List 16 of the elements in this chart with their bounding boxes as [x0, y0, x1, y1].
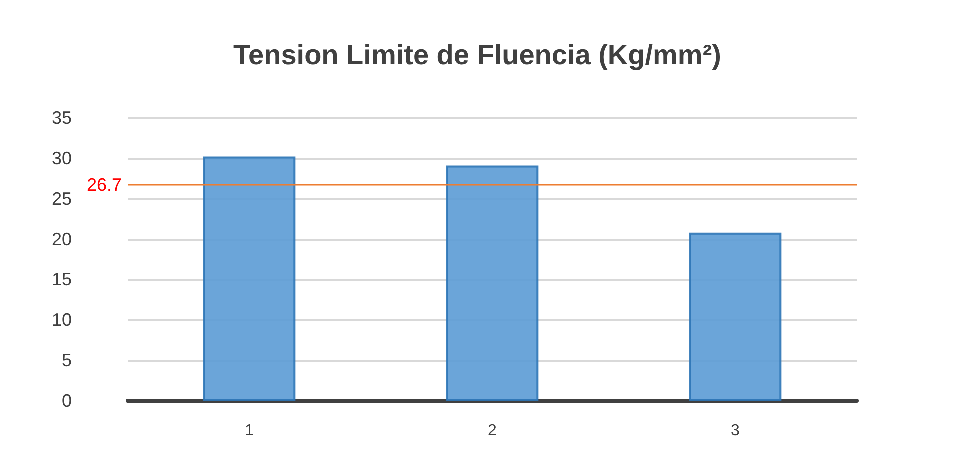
bar: [446, 166, 539, 401]
bar: [203, 156, 296, 401]
y-tick-label: 5: [62, 350, 72, 371]
ref-line-label: 26.7: [86, 175, 122, 196]
y-tick-label: 0: [62, 391, 72, 411]
y-tick-label: 20: [52, 229, 72, 250]
y-tick-label: 30: [52, 148, 72, 168]
y-tick-label: 15: [52, 270, 72, 290]
bar: [689, 232, 782, 401]
x-tick-label: 3: [731, 422, 740, 440]
y-tick-label: 35: [52, 108, 72, 128]
x-tick-label: 2: [488, 422, 498, 440]
x-tick-label: 1: [245, 422, 254, 440]
y-tick-label: 25: [52, 188, 72, 209]
chart-title: Tension Limite de Fluencia (Kg/mm²): [234, 40, 722, 70]
y-tick-label: 10: [52, 310, 72, 330]
